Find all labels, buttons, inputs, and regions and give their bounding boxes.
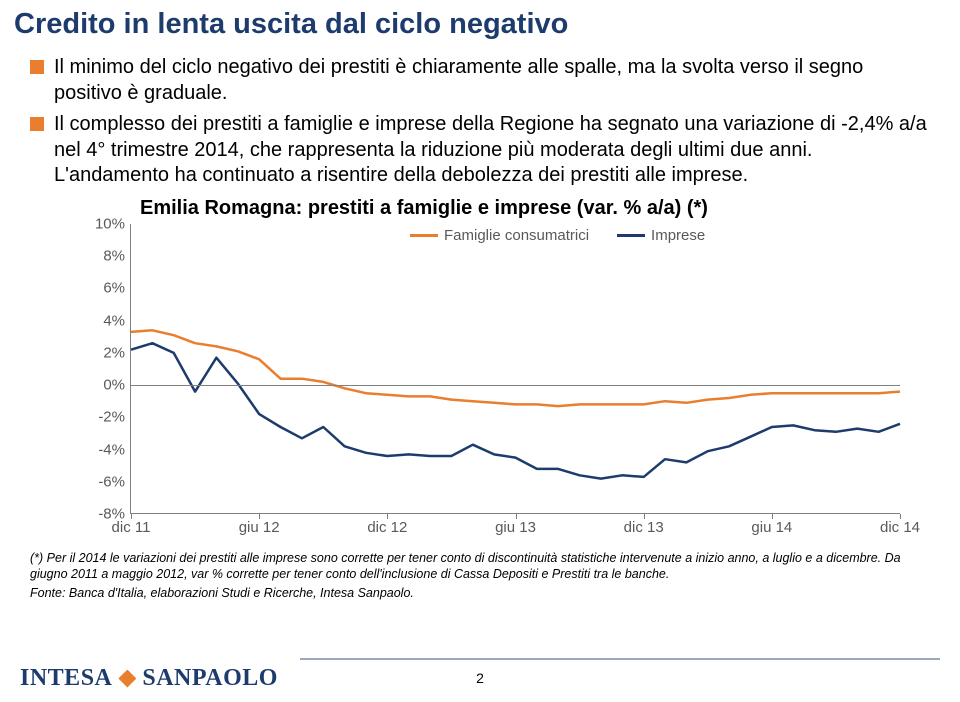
x-tick-mark	[516, 514, 517, 519]
logo-separator-icon	[118, 670, 136, 688]
y-tick-label: 0%	[81, 377, 125, 394]
footer-divider	[300, 658, 940, 660]
bullet-marker	[30, 117, 44, 131]
bullet-list: Il minimo del ciclo negativo dei prestit…	[0, 55, 960, 189]
x-tick-label: giu 12	[239, 519, 280, 536]
y-tick-label: -4%	[81, 441, 125, 458]
logo-text-2: SANPAOLO	[142, 665, 278, 692]
bullet-marker	[30, 60, 44, 74]
x-tick-label: dic 14	[880, 519, 920, 536]
bullet-item: Il complesso dei prestiti a famiglie e i…	[30, 112, 930, 189]
x-tick-label: dic 13	[624, 519, 664, 536]
page-number: 2	[476, 670, 484, 686]
x-tick-mark	[387, 514, 388, 519]
x-tick-label: dic 11	[112, 519, 151, 536]
bullet-text: Il minimo del ciclo negativo dei prestit…	[54, 55, 930, 106]
x-tick-mark	[900, 514, 901, 519]
footnote-source: Fonte: Banca d'Italia, elaborazioni Stud…	[0, 582, 960, 602]
y-tick-label: 6%	[81, 280, 125, 297]
footnote-disclaimer: (*) Per il 2014 le variazioni dei presti…	[0, 547, 960, 582]
chart-lines	[131, 224, 900, 514]
x-tick-mark	[131, 514, 132, 519]
x-tick-label: dic 12	[367, 519, 407, 536]
y-tick-label: -2%	[81, 409, 125, 426]
x-tick-label: giu 13	[495, 519, 536, 536]
logo-text-1: INTESA	[20, 665, 112, 692]
y-tick-label: 8%	[81, 248, 125, 265]
logo: INTESA SANPAOLO	[20, 665, 278, 692]
bullet-item: Il minimo del ciclo negativo dei prestit…	[30, 55, 930, 106]
x-tick-label: giu 14	[751, 519, 792, 536]
zero-baseline	[131, 385, 900, 386]
footer: INTESA SANPAOLO 2	[0, 650, 960, 692]
page-title: Credito in lenta uscita dal ciclo negati…	[0, 0, 960, 55]
x-tick-mark	[644, 514, 645, 519]
chart-container: Emilia Romagna: prestiti a famiglie e im…	[80, 197, 900, 547]
x-tick-mark	[259, 514, 260, 519]
x-tick-mark	[772, 514, 773, 519]
y-tick-label: -6%	[81, 473, 125, 490]
y-tick-label: 4%	[81, 312, 125, 329]
chart-title: Emilia Romagna: prestiti a famiglie e im…	[140, 197, 900, 220]
bullet-text: Il complesso dei prestiti a famiglie e i…	[54, 112, 930, 189]
chart-plot: 10%8%6%4%2%0%-2%-4%-6%-8%dic 11giu 12dic…	[130, 224, 900, 514]
y-tick-label: 2%	[81, 344, 125, 361]
y-tick-label: 10%	[81, 215, 125, 232]
